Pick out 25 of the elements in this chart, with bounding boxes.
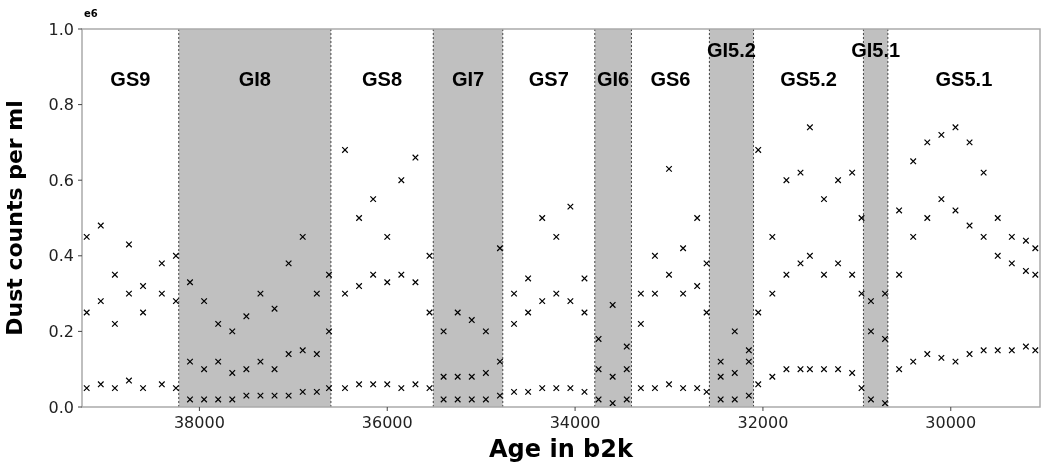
annotation: GS6 bbox=[650, 68, 691, 90]
y-tick-label: 0.4 bbox=[48, 246, 74, 266]
x-tick-label: 36000 bbox=[361, 413, 413, 432]
annotation: GS9 bbox=[110, 68, 151, 90]
x-tick-label: 32000 bbox=[737, 413, 789, 432]
band-label: GI7 bbox=[451, 68, 485, 90]
y-tick-label: 0.0 bbox=[48, 397, 74, 417]
annotation: GS5.1 bbox=[935, 68, 993, 90]
annotation: GS7 bbox=[528, 68, 569, 90]
y-axis-title: Dust counts per ml bbox=[2, 100, 27, 336]
band-label: GI8 bbox=[238, 68, 271, 90]
y-tick-label: 0.6 bbox=[48, 170, 74, 190]
annotation: GS8 bbox=[362, 68, 403, 90]
x-tick-label: 30000 bbox=[925, 413, 977, 432]
band-label: GI6 bbox=[597, 68, 630, 90]
y-tick-label: 0.8 bbox=[48, 95, 74, 115]
x-tick-label: 34000 bbox=[549, 413, 601, 432]
text: e6 bbox=[84, 8, 98, 19]
y-tick-label: 0.2 bbox=[48, 322, 74, 341]
x-axis-title: Age in b2k bbox=[489, 435, 634, 463]
annotation: GS5.2 bbox=[780, 68, 837, 90]
y-tick-label: 1.0 bbox=[48, 19, 74, 39]
band-label: GI5.1 bbox=[851, 39, 901, 61]
x-tick-label: 38000 bbox=[173, 413, 225, 432]
band-label: GI5.2 bbox=[707, 39, 756, 61]
